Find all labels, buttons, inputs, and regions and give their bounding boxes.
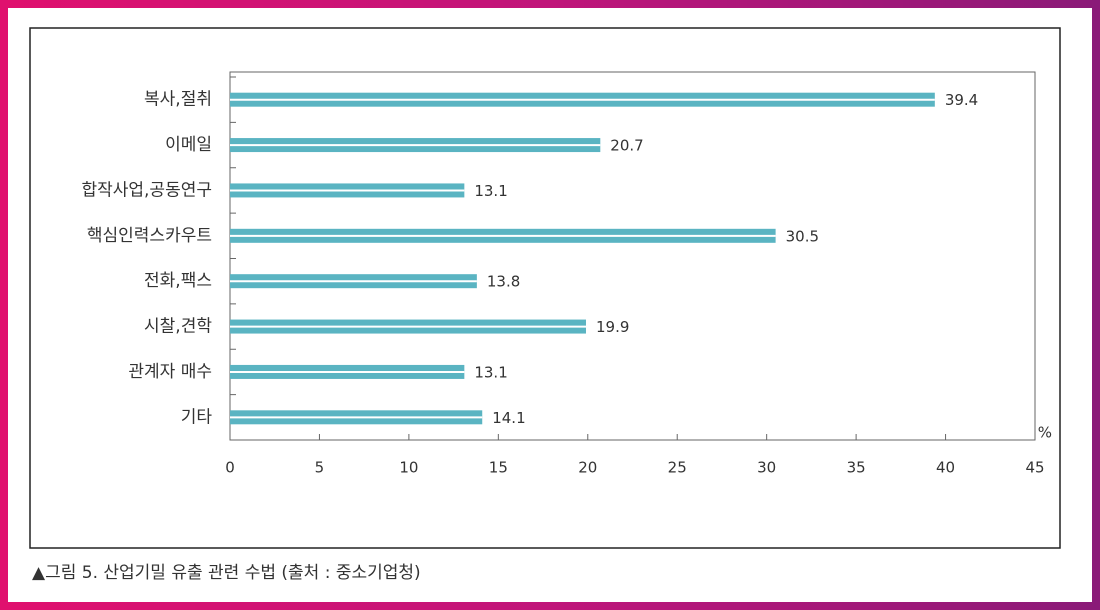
x-tick-label: 15 [489,459,508,477]
x-tick-label: 10 [399,459,418,477]
y-tick-label: 기타 [181,407,213,427]
x-tick-label: 35 [847,459,866,477]
panel [8,8,1092,602]
chart-border [29,27,1061,549]
y-tick-label: 핵심인력스카우트 [87,226,212,246]
y-tick-label: 관계자 매수 [128,362,212,382]
value-label: 13.1 [474,363,507,381]
value-label: 13.8 [487,273,520,291]
y-tick-label: 이메일 [165,135,212,155]
value-label: 20.7 [610,137,643,155]
value-label: 30.5 [786,227,819,245]
x-tick-label: 20 [578,459,597,477]
x-tick-label: 30 [757,459,776,477]
value-label: 39.4 [945,91,978,109]
value-label: 13.1 [474,182,507,200]
y-tick-label: 시찰,견학 [144,317,212,337]
y-tick-label: 복사,절취 [144,90,212,110]
y-tick-label: 전화,팩스 [144,271,212,291]
value-label: 19.9 [596,318,629,336]
caption: ▲그림 5. 산업기밀 유출 관련 수법 (출처 : 중소기업청) [32,563,421,583]
x-tick-label: 0 [225,459,235,477]
x-tick-label: 45 [1025,459,1044,477]
value-label: 14.1 [492,409,525,427]
x-tick-label: 40 [936,459,955,477]
x-tick-label: 25 [668,459,687,477]
x-unit: % [1038,424,1052,442]
y-tick-label: 합작사업,공동연구 [81,180,212,200]
plot-frame [229,71,1036,441]
x-tick-label: 5 [315,459,325,477]
